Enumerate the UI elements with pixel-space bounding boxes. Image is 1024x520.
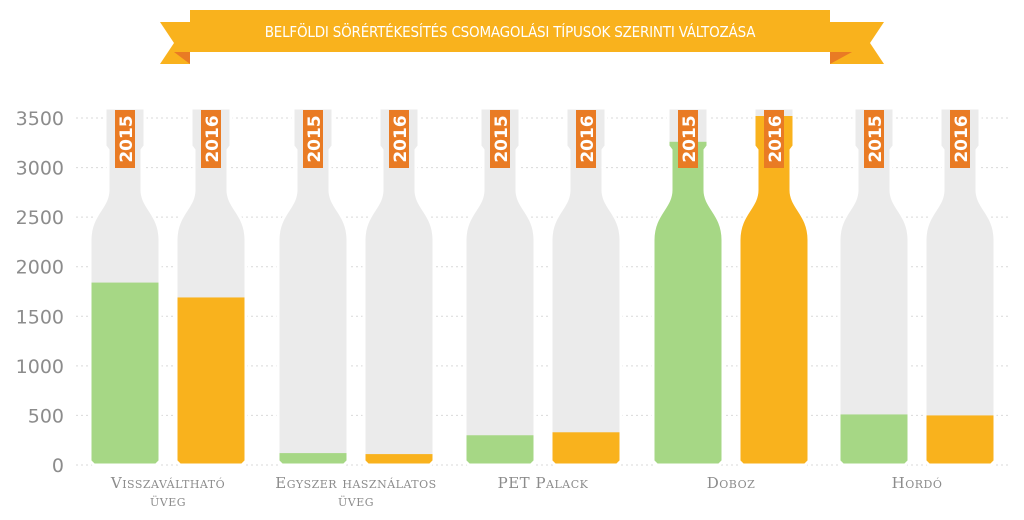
chart-title: BELFÖLDI SÖRÉRTÉKESÍTÉS CSOMAGOLÁSI TÍPU… [265, 22, 757, 41]
banner-body [190, 10, 830, 52]
year-label: 2016 [578, 115, 598, 162]
year-label: 2015 [680, 115, 700, 162]
year-tag [201, 110, 221, 168]
category-label: PET Palack [498, 474, 589, 492]
banner-right-fold [830, 52, 852, 64]
y-tick-label: 500 [28, 405, 64, 427]
bar-2015 [653, 141, 723, 465]
year-label: 2016 [952, 115, 972, 162]
y-tick-label: 2000 [16, 257, 64, 279]
year-tag [864, 110, 884, 168]
y-axis: 0 500 1000 1500 2000 2500 3000 3500 [16, 108, 64, 477]
bottle-outline [276, 106, 350, 467]
y-tick-label: 1000 [16, 356, 64, 378]
bottle-outline [463, 106, 537, 467]
y-tick-label: 3500 [16, 108, 64, 130]
bar-2015 [465, 435, 535, 465]
bar-2015 [839, 414, 909, 465]
bottle-outline [88, 106, 162, 467]
bottle-outline [549, 106, 623, 467]
year-tag [490, 110, 510, 168]
bottles: 2015 2016 2015 2016 2015 2016 2015 2016 2015 2016 [88, 106, 997, 467]
bottle-outline [362, 106, 436, 467]
category-label: Doboz [707, 474, 756, 492]
bar-2015 [90, 282, 160, 465]
bottle-outline [174, 106, 248, 467]
category-label: Visszaváltható [110, 474, 225, 492]
year-tag [389, 110, 409, 168]
bar-2015 [278, 453, 348, 465]
year-tag [576, 110, 596, 168]
title-banner: BELFÖLDI SÖRÉRTÉKESÍTÉS CSOMAGOLÁSI TÍPU… [160, 10, 884, 64]
year-label: 2016 [766, 115, 786, 162]
category-label: Egyszer használatos [275, 474, 436, 492]
year-tag [115, 110, 135, 168]
bar-2016 [364, 454, 434, 465]
year-label: 2015 [492, 115, 512, 162]
bottle-outline [837, 106, 911, 467]
bottle-outline [651, 106, 725, 467]
y-tick-label: 1500 [16, 306, 64, 328]
bar-2016 [925, 415, 995, 465]
y-tick-label: 3000 [16, 158, 64, 180]
category-label: Hordó [892, 474, 943, 492]
year-label: 2015 [117, 115, 137, 162]
bottle-outline [923, 106, 997, 467]
year-tag [950, 110, 970, 168]
year-label: 2016 [203, 115, 223, 162]
bar-2016 [176, 297, 246, 465]
year-label: 2016 [391, 115, 411, 162]
category-label: üveg [338, 492, 374, 510]
year-tag [678, 110, 698, 168]
year-label: 2015 [866, 115, 886, 162]
banner-left-fold [174, 52, 190, 64]
year-tag [764, 110, 784, 168]
y-tick-label: 0 [52, 455, 64, 477]
bar-2016 [551, 432, 621, 465]
year-tag [303, 110, 323, 168]
category-label: üveg [150, 492, 186, 510]
bottle-outline [737, 106, 811, 467]
bar-2016 [739, 116, 809, 465]
year-label: 2015 [305, 115, 325, 162]
y-tick-label: 2500 [16, 207, 64, 229]
